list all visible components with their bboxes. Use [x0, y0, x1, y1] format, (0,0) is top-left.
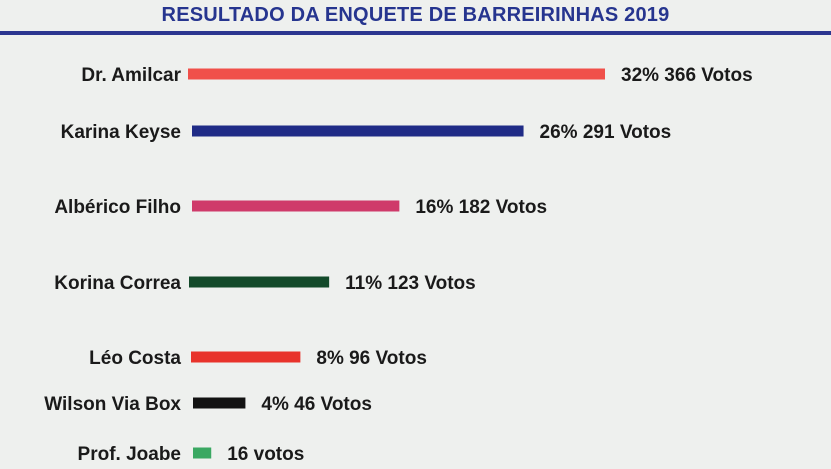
category-label: Korina Correa — [54, 273, 181, 294]
bar — [193, 397, 246, 409]
value-label: 4% 46 Votos — [261, 394, 372, 415]
bar — [189, 276, 330, 288]
title-divider — [0, 31, 831, 35]
bar — [193, 447, 212, 459]
bar — [191, 351, 301, 363]
category-label: Wilson Via Box — [44, 394, 181, 415]
chart-title: RESULTADO DA ENQUETE DE BARREIRINHAS 201… — [161, 4, 670, 26]
bar — [192, 125, 524, 137]
category-label: Prof. Joabe — [78, 444, 181, 465]
category-label: Dr. Amilcar — [81, 65, 181, 86]
value-label: 16% 182 Votos — [415, 197, 547, 218]
value-label: 26% 291 Votos — [540, 122, 672, 143]
category-label: Karina Keyse — [61, 122, 181, 143]
bar — [192, 200, 400, 212]
value-label: 16 votos — [227, 444, 304, 465]
value-label: 11% 123 Votos — [345, 273, 476, 294]
value-label: 32% 366 Votos — [621, 65, 753, 86]
category-label: Léo Costa — [89, 348, 181, 369]
value-label: 8% 96 Votos — [316, 348, 427, 369]
category-label: Albérico Filho — [54, 197, 181, 218]
bar — [188, 68, 605, 80]
